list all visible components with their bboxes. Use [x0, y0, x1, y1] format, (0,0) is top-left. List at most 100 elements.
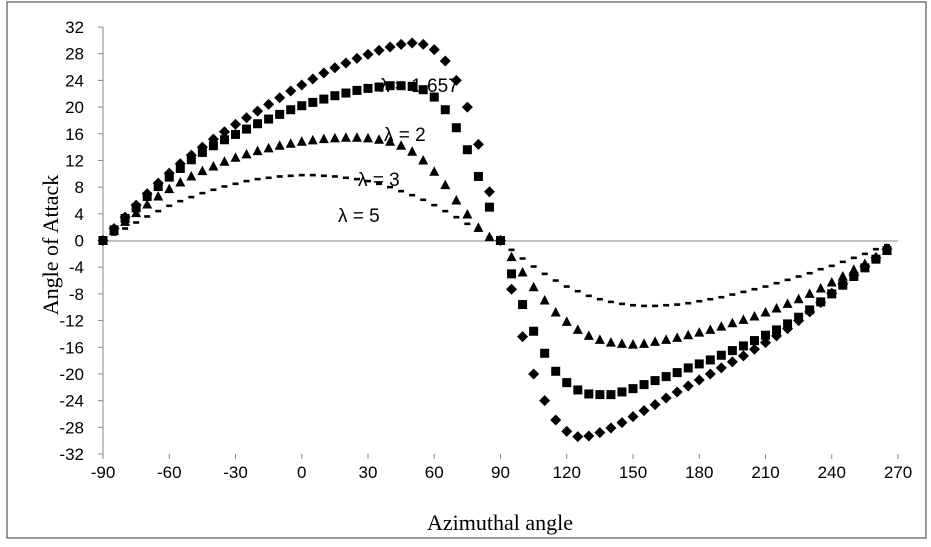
diamond-point — [307, 73, 319, 85]
square-point — [672, 368, 682, 378]
dash-point — [883, 243, 890, 247]
diamond-point — [384, 41, 396, 53]
triangle-point — [804, 288, 815, 298]
square-point — [286, 105, 296, 115]
dash-point — [342, 176, 349, 180]
dash-point — [596, 297, 603, 301]
annotation-label: λ = 5 — [338, 206, 380, 227]
dash-point — [618, 302, 625, 306]
dash-point — [630, 303, 636, 307]
y-tick-label: -32 — [59, 445, 84, 464]
dash-point — [453, 215, 460, 219]
square-point — [529, 326, 539, 336]
dash-point — [232, 182, 239, 186]
triangle-point — [142, 198, 153, 209]
triangle-point — [363, 132, 373, 143]
triangle-point — [340, 132, 351, 142]
dash-point — [585, 294, 592, 298]
dash-point — [376, 182, 383, 186]
dash-point — [773, 281, 780, 285]
triangle-point — [859, 258, 870, 268]
triangle-point — [440, 179, 451, 190]
diamond-point — [583, 430, 595, 442]
triangle-point — [407, 146, 418, 156]
x-tick-label: 0 — [297, 463, 306, 482]
diamond-point — [274, 92, 286, 104]
square-point — [617, 387, 627, 397]
square-point — [595, 390, 605, 400]
triangle-point — [241, 148, 252, 159]
annotation-label: λ = 1.657 — [380, 76, 459, 97]
triangle-point — [694, 327, 705, 337]
triangle-point — [749, 311, 760, 321]
dash-point — [806, 271, 813, 275]
dash-point — [166, 204, 173, 208]
dash-point — [188, 195, 195, 199]
triangle-point — [572, 324, 583, 334]
diamond-point — [528, 368, 540, 380]
dash-point — [696, 299, 703, 303]
diamond-point — [483, 186, 495, 198]
diamond-point — [594, 427, 606, 439]
square-point — [219, 135, 229, 145]
dash-point — [574, 289, 581, 293]
triangle-point — [385, 136, 396, 146]
square-point — [363, 83, 373, 93]
square-point — [518, 300, 528, 310]
y-tick-label: 8 — [75, 178, 84, 197]
triangle-point — [583, 330, 594, 340]
dash-point — [177, 199, 184, 203]
triangle-point — [374, 134, 385, 144]
square-point — [827, 289, 837, 299]
diamond-point — [737, 350, 749, 362]
dash-point — [663, 303, 670, 307]
diamond-point — [296, 79, 308, 91]
y-tick-label: 20 — [65, 98, 84, 117]
triangle-point — [429, 166, 440, 176]
square-point — [451, 123, 461, 133]
diamond-point — [450, 74, 462, 86]
diamond-point — [572, 431, 584, 443]
diamond-point — [704, 368, 716, 380]
dash-point — [607, 300, 614, 304]
dash-point — [508, 248, 515, 252]
y-tick-label: -24 — [59, 392, 84, 411]
triangle-point — [131, 207, 142, 218]
triangle-point — [672, 332, 683, 342]
y-tick-label: -28 — [59, 418, 84, 437]
square-point — [749, 336, 759, 346]
square-point — [606, 390, 616, 400]
dash-point — [254, 177, 261, 181]
triangle-point — [318, 133, 329, 144]
triangle-point — [760, 307, 771, 317]
triangle-point — [307, 134, 318, 145]
triangle-point — [661, 334, 672, 344]
dash-point — [729, 293, 736, 296]
triangle-point — [263, 142, 274, 153]
triangle-point — [252, 145, 263, 156]
triangle-point — [782, 298, 793, 308]
diamond-point — [428, 44, 440, 56]
dash-point — [144, 215, 151, 218]
triangle-point — [396, 140, 407, 150]
square-point — [396, 81, 406, 91]
dash-point — [817, 267, 824, 271]
triangle-point — [208, 160, 219, 171]
y-tick-label: 4 — [75, 205, 84, 224]
square-point — [794, 312, 804, 322]
diamond-point — [230, 118, 241, 130]
triangle-point — [705, 324, 716, 334]
square-point — [551, 366, 561, 376]
y-tick-label: 12 — [65, 151, 84, 170]
y-axis: 32 28 24 20 16 12 8 4 0 -4 -8 -12 -16 -20 -24 -28 -32 — [59, 18, 103, 464]
dash-point — [563, 285, 570, 288]
triangle-point — [639, 338, 650, 348]
square-point — [352, 85, 362, 95]
y-tick-label: -16 — [59, 338, 84, 357]
dash-point — [519, 257, 526, 260]
triangle-point — [650, 336, 661, 346]
triangle-point — [716, 321, 727, 331]
dash-point — [861, 252, 868, 256]
triangle-point — [175, 176, 186, 187]
diamond-point — [517, 331, 529, 343]
